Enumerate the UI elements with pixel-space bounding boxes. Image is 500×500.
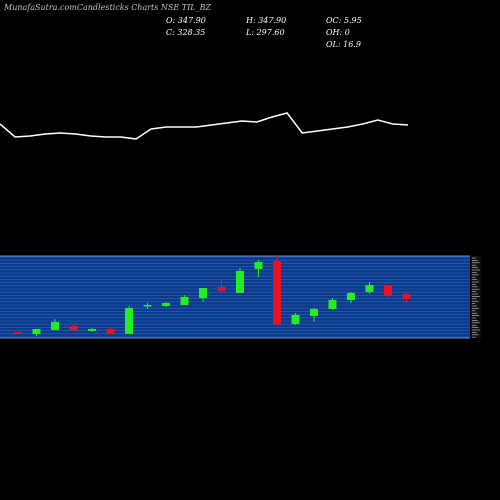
candle-body: [32, 329, 41, 334]
candle: [384, 285, 392, 297]
stat-high: H: 347.90: [246, 16, 287, 25]
candle: [347, 292, 355, 303]
candle-body: [273, 261, 281, 324]
candle: [199, 288, 207, 302]
candle-body: [143, 305, 152, 307]
stat-low: L: 297.60: [246, 28, 285, 37]
candle-body: [14, 332, 22, 334]
stat-oh: OH: 0: [326, 28, 350, 37]
candle-body: [199, 288, 207, 298]
price-line: [0, 112, 409, 140]
candle-body: [51, 322, 59, 330]
candle-body: [69, 326, 78, 330]
candle-body: [236, 271, 244, 293]
candle: [51, 319, 59, 330]
candle: [106, 328, 115, 334]
price-line-series: [0, 112, 409, 140]
candle: [254, 260, 263, 277]
right-axis: [471, 256, 481, 338]
candle: [180, 295, 189, 305]
candle: [88, 328, 96, 332]
candle-body: [88, 329, 96, 331]
band-background: [0, 256, 470, 338]
candle-body: [254, 262, 263, 269]
candle-body: [347, 293, 355, 300]
chart-title: Candlesticks Charts NSE TIL_BZ: [76, 3, 212, 12]
candle-body: [106, 329, 115, 334]
candle-body: [162, 303, 170, 306]
candle-body: [365, 285, 374, 292]
candle-body: [384, 285, 392, 296]
candle: [291, 313, 300, 325]
candle-body: [291, 315, 300, 324]
candle: [14, 332, 22, 334]
candle: [143, 303, 152, 309]
axis-column: [471, 256, 481, 338]
candle: [32, 329, 41, 336]
candle: [236, 268, 244, 293]
candle-body: [310, 309, 318, 316]
candle-body: [328, 300, 337, 309]
candle: [273, 256, 281, 326]
candle-body: [402, 294, 411, 299]
candle: [365, 282, 374, 294]
price-band: [0, 255, 470, 339]
stat-open: O: 347.90: [166, 16, 206, 25]
candle-body: [180, 297, 189, 305]
candle: [162, 302, 170, 307]
candle: [310, 308, 318, 322]
stat-close: C: 328.35: [166, 28, 206, 37]
site-name: MunafaSutra.com: [4, 3, 77, 12]
candlestick-series: [14, 256, 411, 336]
candle: [328, 298, 337, 310]
candle-body: [125, 308, 133, 334]
chart-header: MunafaSutra.comCandlesticks Charts NSE T…: [4, 3, 211, 12]
candle: [217, 280, 226, 293]
candle: [402, 293, 411, 303]
candle: [69, 325, 78, 330]
stat-ol: OL: 16.9: [326, 40, 361, 49]
candle-body: [217, 287, 226, 291]
candle: [125, 306, 133, 334]
stat-oc: OC: 5.95: [326, 16, 362, 25]
